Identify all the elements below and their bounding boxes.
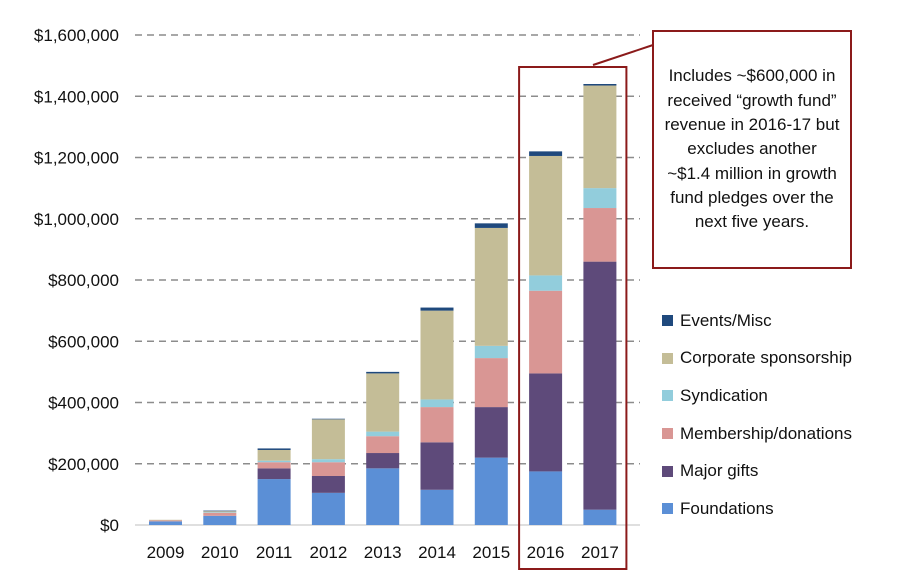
bar-segment xyxy=(203,515,237,525)
bar-segment xyxy=(474,457,508,525)
bar-segment xyxy=(203,510,237,512)
bar-segment xyxy=(311,459,345,463)
bar-segment xyxy=(149,521,182,525)
bar-segment xyxy=(149,519,182,521)
bar-segment xyxy=(311,462,345,476)
y-tick-label: $1,600,000 xyxy=(34,26,119,45)
y-tick-label: $800,000 xyxy=(48,271,119,290)
bar-segment xyxy=(583,509,617,525)
bar-segment xyxy=(366,436,400,454)
highlight-rectangle xyxy=(518,66,628,570)
legend-label: Syndication xyxy=(680,385,768,405)
bar-segment xyxy=(474,223,508,228)
bar-segment xyxy=(420,399,454,408)
bar-segment xyxy=(583,85,617,189)
y-tick-label: $0 xyxy=(100,516,119,535)
legend-swatch xyxy=(662,503,673,515)
annotation-callout: Includes ~$600,000 in received “growth f… xyxy=(652,30,852,269)
bar-segment xyxy=(529,373,563,472)
legend-item: Syndication xyxy=(662,377,894,415)
highlight-box xyxy=(518,44,654,570)
bar-segment xyxy=(474,345,508,359)
legend-item: Corporate sponsorship xyxy=(662,340,894,378)
y-tick-label: $1,000,000 xyxy=(34,210,119,229)
bar-segment xyxy=(366,468,400,525)
bar-segment xyxy=(420,442,454,490)
bar-segment xyxy=(311,476,345,493)
bar-segment xyxy=(529,471,563,525)
bar-segment xyxy=(257,448,291,450)
bar-segment xyxy=(583,188,617,209)
bar-segment xyxy=(311,419,345,460)
bar-segment xyxy=(257,479,291,525)
bar-segment xyxy=(583,208,617,262)
bar-segment xyxy=(420,489,454,525)
x-tick-label: 2013 xyxy=(364,543,402,562)
x-tick-label: 2014 xyxy=(418,543,456,562)
legend-label: Events/Misc xyxy=(680,310,772,330)
bar-segment xyxy=(583,261,617,510)
legend-label: Major gifts xyxy=(680,461,759,481)
bar-segment xyxy=(311,492,345,525)
bar-segment xyxy=(474,407,508,458)
bar-segment xyxy=(366,373,400,432)
bar-segment xyxy=(420,307,454,311)
y-tick-label: $400,000 xyxy=(48,394,119,413)
bar-segment xyxy=(529,155,563,276)
bar-segment xyxy=(366,453,400,469)
x-tick-label: 2017 xyxy=(581,543,619,562)
x-axis-tick-labels: 2009 2010 2011 2012 2013 2014 2015 2016 2017 xyxy=(147,543,619,562)
gridlines xyxy=(135,34,640,526)
bar-segment xyxy=(420,407,454,443)
bars xyxy=(149,84,617,525)
bar-segment xyxy=(149,520,182,522)
legend-swatch xyxy=(662,465,673,477)
bar-segment xyxy=(529,290,563,374)
legend-label: Foundations xyxy=(680,498,774,518)
legend-label: Corporate sponsorship xyxy=(680,348,852,368)
bar-segment xyxy=(203,512,237,513)
bar-segment xyxy=(420,310,454,400)
bar-segment xyxy=(257,462,291,469)
bar-segment xyxy=(257,449,291,461)
x-tick-label: 2012 xyxy=(309,543,347,562)
bar-segment xyxy=(583,84,617,86)
bar-segment xyxy=(203,511,237,513)
legend-swatch xyxy=(662,315,673,327)
x-tick-label: 2015 xyxy=(472,543,510,562)
bar-segment xyxy=(366,371,400,374)
bar-segment xyxy=(203,512,237,516)
legend: Events/Misc Corporate sponsorship Syndicat… xyxy=(662,302,894,528)
legend-item: Membership/donations xyxy=(662,415,894,453)
legend-item: Major gifts xyxy=(662,452,894,490)
legend-item: Events/Misc xyxy=(662,302,894,340)
legend-swatch xyxy=(662,428,673,440)
bar-segment xyxy=(529,151,563,156)
bar-segment xyxy=(257,460,291,463)
bar-segment xyxy=(529,275,563,291)
x-tick-label: 2011 xyxy=(256,543,293,562)
legend-item: Foundations xyxy=(662,490,894,528)
legend-swatch xyxy=(662,352,673,364)
x-tick-label: 2010 xyxy=(201,543,239,562)
callout-connector xyxy=(592,44,654,66)
y-tick-label: $1,400,000 xyxy=(34,87,119,106)
bar-segment xyxy=(311,418,345,420)
y-axis-tick-labels: $0 $200,000 $400,000 $600,000 $800,000 $1,000… xyxy=(34,26,119,535)
x-tick-label: 2009 xyxy=(147,543,185,562)
bar-segment xyxy=(474,358,508,408)
bar-segment xyxy=(366,431,400,437)
annotation-text: Includes ~$600,000 in received “growth f… xyxy=(664,66,840,232)
x-tick-label: 2016 xyxy=(527,543,565,562)
legend-label: Membership/donations xyxy=(680,423,852,443)
bar-segment xyxy=(257,468,291,480)
y-tick-label: $1,200,000 xyxy=(34,149,119,168)
bar-segment xyxy=(474,227,508,346)
y-tick-label: $600,000 xyxy=(48,332,119,351)
legend-swatch xyxy=(662,390,673,402)
y-tick-label: $200,000 xyxy=(48,455,119,474)
